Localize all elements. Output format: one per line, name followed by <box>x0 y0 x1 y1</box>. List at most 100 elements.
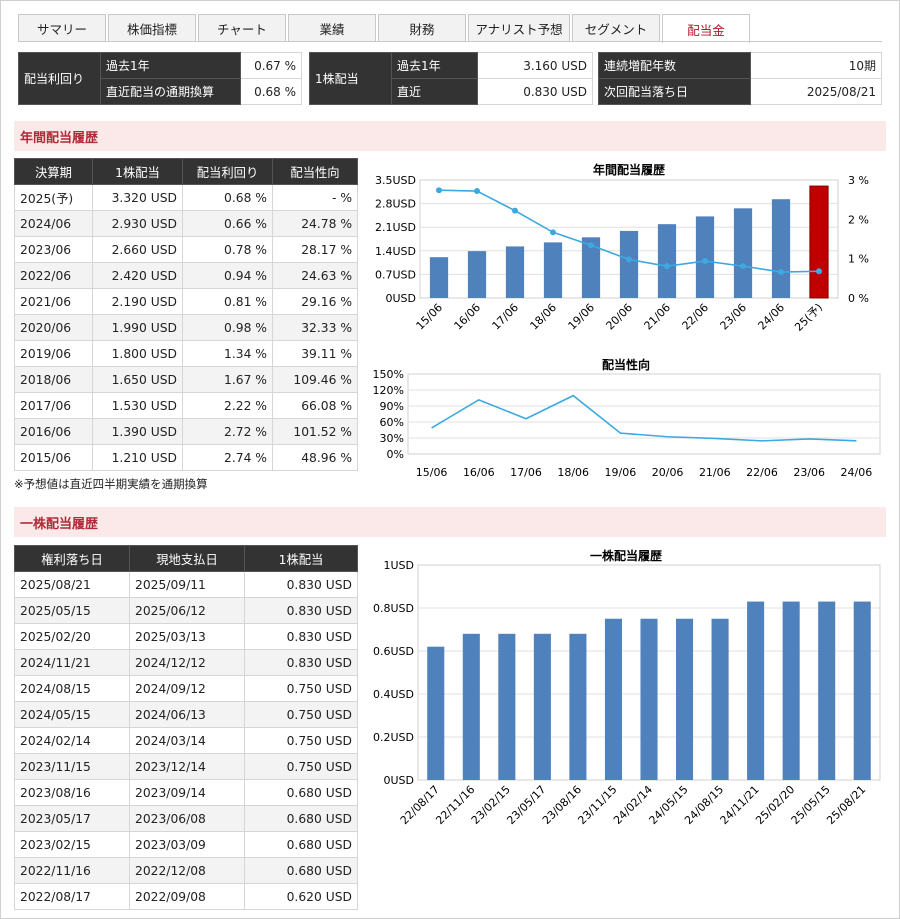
table-cell: 0.98 % <box>182 314 273 341</box>
table-cell: 2024/08/15 <box>14 675 130 702</box>
table-cell: 66.08 % <box>272 392 358 419</box>
col-yield: 配当利回り <box>182 158 273 185</box>
tab-stock-indicators[interactable]: 株価指標 <box>108 14 196 42</box>
x-tick-label: 24/06 <box>756 301 788 333</box>
tab-bar: サマリー 株価指標 チャート 業績 財務 アナリスト予想 セグメント 配当金 <box>18 14 752 43</box>
x-tick-label: 22/06 <box>680 301 712 333</box>
chart-title: 一株配当履歴 <box>590 548 662 563</box>
table-cell: 2024/02/14 <box>14 727 130 754</box>
yield-point <box>702 258 708 265</box>
table-cell: 2023/08/16 <box>14 779 130 806</box>
tab-results[interactable]: 業績 <box>288 14 376 42</box>
bar <box>818 601 836 780</box>
tab-segment[interactable]: セグメント <box>572 14 660 42</box>
annual-section-title: 年間配当履歴 <box>14 121 886 151</box>
div-recent-value: 0.830 USD <box>477 78 593 105</box>
table-cell: 2015/06 <box>14 444 93 471</box>
x-tick-label: 19/06 <box>566 301 598 333</box>
x-tick-label: 24/06 <box>841 466 873 479</box>
tab-chart[interactable]: チャート <box>198 14 286 42</box>
table-cell: 2.22 % <box>182 392 273 419</box>
table-cell: 2023/03/09 <box>129 831 245 858</box>
table-cell: 2022/09/08 <box>129 883 245 910</box>
table-cell: 2024/05/15 <box>14 701 130 728</box>
table-cell: 0.66 % <box>182 210 273 237</box>
pershare-table-row: 2022/11/16 2022/12/08 0.680 USD <box>14 857 358 884</box>
annual-dividend-table: 決算期 1株配当 配当利回り 配当性向 2025(予) 3.320 USD 0.68… <box>14 158 358 471</box>
annual-table-row: 2019/06 1.800 USD 1.34 % 39.11 % <box>14 340 358 367</box>
table-cell: 109.46 % <box>272 366 358 393</box>
y-tick-label: 2.1USD <box>375 221 416 234</box>
pershare-table-row: 2024/11/21 2024/12/12 0.830 USD <box>14 649 358 676</box>
table-cell: 0.680 USD <box>244 831 358 858</box>
table-cell: 32.33 % <box>272 314 358 341</box>
table-cell: 28.17 % <box>272 236 358 263</box>
x-tick-label: 21/06 <box>642 301 674 333</box>
table-cell: 0.830 USD <box>244 571 358 598</box>
table-cell: 24.63 % <box>272 262 358 289</box>
table-cell: 2025/09/11 <box>129 571 245 598</box>
tab-financials[interactable]: 財務 <box>378 14 466 42</box>
bar <box>782 601 800 780</box>
table-cell: 0.750 USD <box>244 701 358 728</box>
annual-table-row: 2020/06 1.990 USD 0.98 % 32.33 % <box>14 314 358 341</box>
table-cell: 24.78 % <box>272 210 358 237</box>
bar <box>711 618 729 780</box>
table-cell: 2024/12/12 <box>129 649 245 676</box>
bar <box>771 199 791 298</box>
x-tick-label: 15/06 <box>416 466 448 479</box>
x-tick-label: 18/06 <box>557 466 589 479</box>
consecutive-value: 10期 <box>750 52 882 79</box>
bar <box>657 224 677 298</box>
y-tick-label: 0USD <box>385 292 416 305</box>
y-tick-label: 30% <box>380 432 404 445</box>
y2-tick-label: 3 % <box>848 174 869 187</box>
x-tick-label: 25/08/21 <box>824 783 868 827</box>
x-tick-label: 22/06 <box>746 466 778 479</box>
table-cell: 0.94 % <box>182 262 273 289</box>
annual-table-row: 2024/06 2.930 USD 0.66 % 24.78 % <box>14 210 358 237</box>
x-tick-label: 20/06 <box>604 301 636 333</box>
yield-label: 配当利回り <box>18 52 101 105</box>
next-ex-value: 2025/08/21 <box>750 78 882 105</box>
bar <box>640 618 658 780</box>
annual-table-row: 2017/06 1.530 USD 2.22 % 66.08 % <box>14 392 358 419</box>
table-cell: 2023/12/14 <box>129 753 245 780</box>
table-cell: 1.650 USD <box>92 366 183 393</box>
annual-table-row: 2023/06 2.660 USD 0.78 % 28.17 % <box>14 236 358 263</box>
table-cell: 0.680 USD <box>244 857 358 884</box>
table-cell: 2025/06/12 <box>129 597 245 624</box>
bar <box>462 633 480 780</box>
bar <box>809 185 829 299</box>
table-cell: 2.420 USD <box>92 262 183 289</box>
pershare-table-row: 2025/05/15 2025/06/12 0.830 USD <box>14 597 358 624</box>
div-label: 1株配当 <box>309 52 392 105</box>
table-cell: 2023/06 <box>14 236 93 263</box>
tab-summary[interactable]: サマリー <box>18 14 106 42</box>
table-cell: 2.660 USD <box>92 236 183 263</box>
table-cell: 1.34 % <box>182 340 273 367</box>
bar <box>619 230 639 298</box>
y-tick-label: 0.2USD <box>373 731 414 744</box>
bar <box>498 633 516 780</box>
annual-table-row: 2016/06 1.390 USD 2.72 % 101.52 % <box>14 418 358 445</box>
tab-analyst-forecast[interactable]: アナリスト予想 <box>468 14 570 42</box>
bar <box>427 646 445 780</box>
bar <box>533 633 551 780</box>
table-cell: 0.68 % <box>182 184 273 211</box>
y-tick-label: 1USD <box>383 559 414 572</box>
table-cell: 1.990 USD <box>92 314 183 341</box>
pershare-table-row: 2022/08/17 2022/09/08 0.620 USD <box>14 883 358 910</box>
div-recent-label: 直近 <box>391 78 478 105</box>
tab-dividend[interactable]: 配当金 <box>662 14 750 43</box>
pershare-table-row: 2024/08/15 2024/09/12 0.750 USD <box>14 675 358 702</box>
y-tick-label: 60% <box>380 416 404 429</box>
yield-1y-label: 過去1年 <box>100 52 241 79</box>
table-cell: 2025/02/20 <box>14 623 130 650</box>
yield-point <box>550 229 556 236</box>
table-cell: 1.530 USD <box>92 392 183 419</box>
yield-point <box>740 263 746 270</box>
table-cell: 2021/06 <box>14 288 93 315</box>
yield-recent-label: 直近配当の通期換算 <box>100 78 241 105</box>
x-tick-label: 18/06 <box>528 301 560 333</box>
